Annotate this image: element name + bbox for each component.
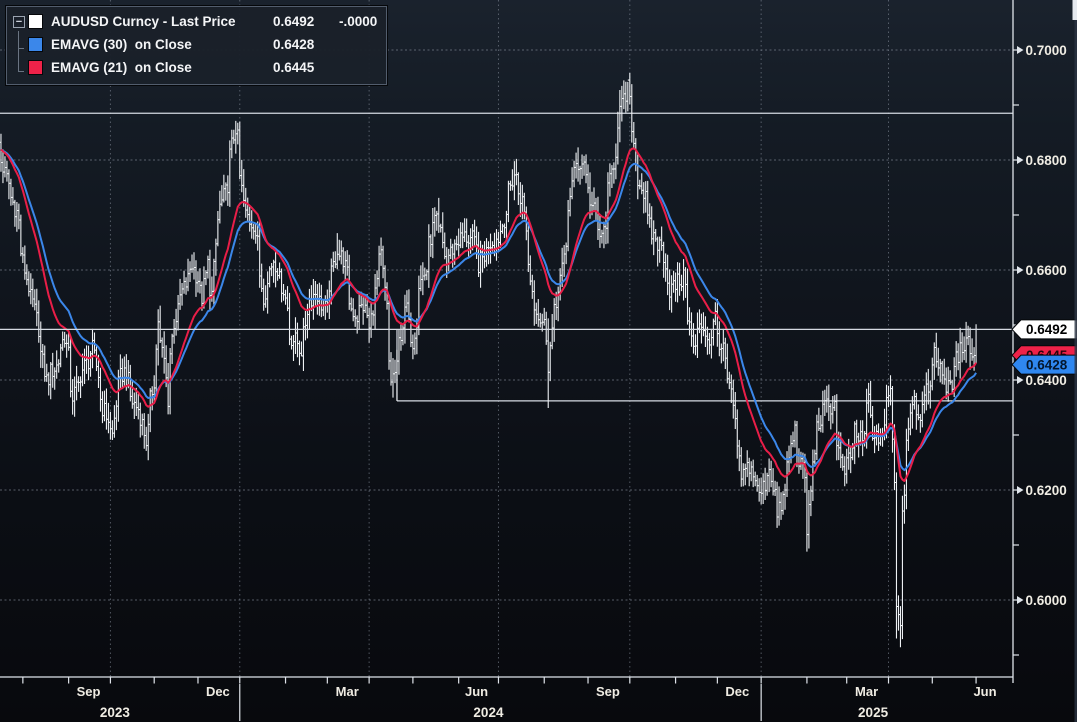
y-axis-tick-arrow bbox=[1017, 376, 1024, 384]
last-price-tag bbox=[1011, 319, 1077, 340]
month-label: Sep bbox=[596, 684, 620, 699]
y-axis-label: 0.6800 bbox=[1026, 153, 1067, 168]
y-axis-tick-arrow bbox=[1017, 486, 1024, 494]
legend-label: EMAVG (30) on Close bbox=[51, 37, 192, 52]
legend-tree-stub bbox=[18, 48, 24, 49]
legend-value: 0.6428 bbox=[273, 37, 315, 52]
month-label: Mar bbox=[336, 684, 359, 699]
y-axis-label: 0.6200 bbox=[1026, 483, 1067, 498]
last-price-swatch bbox=[28, 14, 43, 29]
ema30-tag-text: 0.6428 bbox=[1026, 357, 1068, 372]
legend-collapse-button[interactable]: − bbox=[13, 15, 25, 28]
month-label: Jun bbox=[465, 684, 488, 699]
legend-row-emavg30[interactable]: EMAVG (30) on Close 0.6428 bbox=[13, 33, 377, 56]
year-label: 2024 bbox=[473, 705, 504, 720]
price-bars bbox=[0, 73, 978, 648]
legend-row-emavg21[interactable]: EMAVG (21) on Close 0.6445 bbox=[13, 56, 377, 79]
y-axis-label: 0.7000 bbox=[1026, 43, 1067, 58]
emavg30-swatch bbox=[28, 37, 43, 52]
legend-label: EMAVG (21) on Close bbox=[51, 60, 192, 75]
chart-legend: − AUDUSD Curncy - Last Price 0.6492 -.00… bbox=[4, 5, 389, 86]
month-label: Sep bbox=[77, 684, 101, 699]
legend-tree-line bbox=[18, 31, 19, 71]
legend-row-last-price[interactable]: − AUDUSD Curncy - Last Price 0.6492 -.00… bbox=[13, 10, 377, 33]
ema30-line[interactable] bbox=[0, 148, 977, 472]
window-edge bbox=[1074, 0, 1077, 722]
month-label: Dec bbox=[206, 684, 230, 699]
month-label: Mar bbox=[855, 684, 878, 699]
ema30-tag bbox=[1011, 354, 1077, 375]
y-axis-tick-arrow bbox=[1017, 156, 1024, 164]
month-label: Jun bbox=[973, 684, 996, 699]
y-axis-label: 0.6400 bbox=[1026, 373, 1067, 388]
legend-tree-stub bbox=[18, 71, 24, 72]
y-axis-tick-arrow bbox=[1017, 266, 1024, 274]
year-label: 2025 bbox=[858, 705, 889, 720]
legend-value: 0.6492 bbox=[273, 14, 315, 29]
last-price-tag-text: 0.6492 bbox=[1026, 322, 1067, 337]
ema21-line[interactable] bbox=[0, 147, 977, 482]
month-label: Dec bbox=[725, 684, 749, 699]
legend-value: 0.6445 bbox=[273, 60, 315, 75]
year-label: 2023 bbox=[100, 705, 131, 720]
legend-label: AUDUSD Curncy - Last Price bbox=[51, 14, 236, 29]
y-axis-tick-arrow bbox=[1017, 46, 1024, 54]
y-axis-tick-arrow bbox=[1017, 596, 1024, 604]
y-axis-label: 0.6600 bbox=[1026, 263, 1067, 278]
legend-change: -.0000 bbox=[339, 14, 378, 29]
emavg21-swatch bbox=[28, 60, 43, 75]
scrollbar-artifact[interactable] bbox=[1072, 0, 1077, 20]
y-axis-label: 0.6000 bbox=[1026, 593, 1067, 608]
